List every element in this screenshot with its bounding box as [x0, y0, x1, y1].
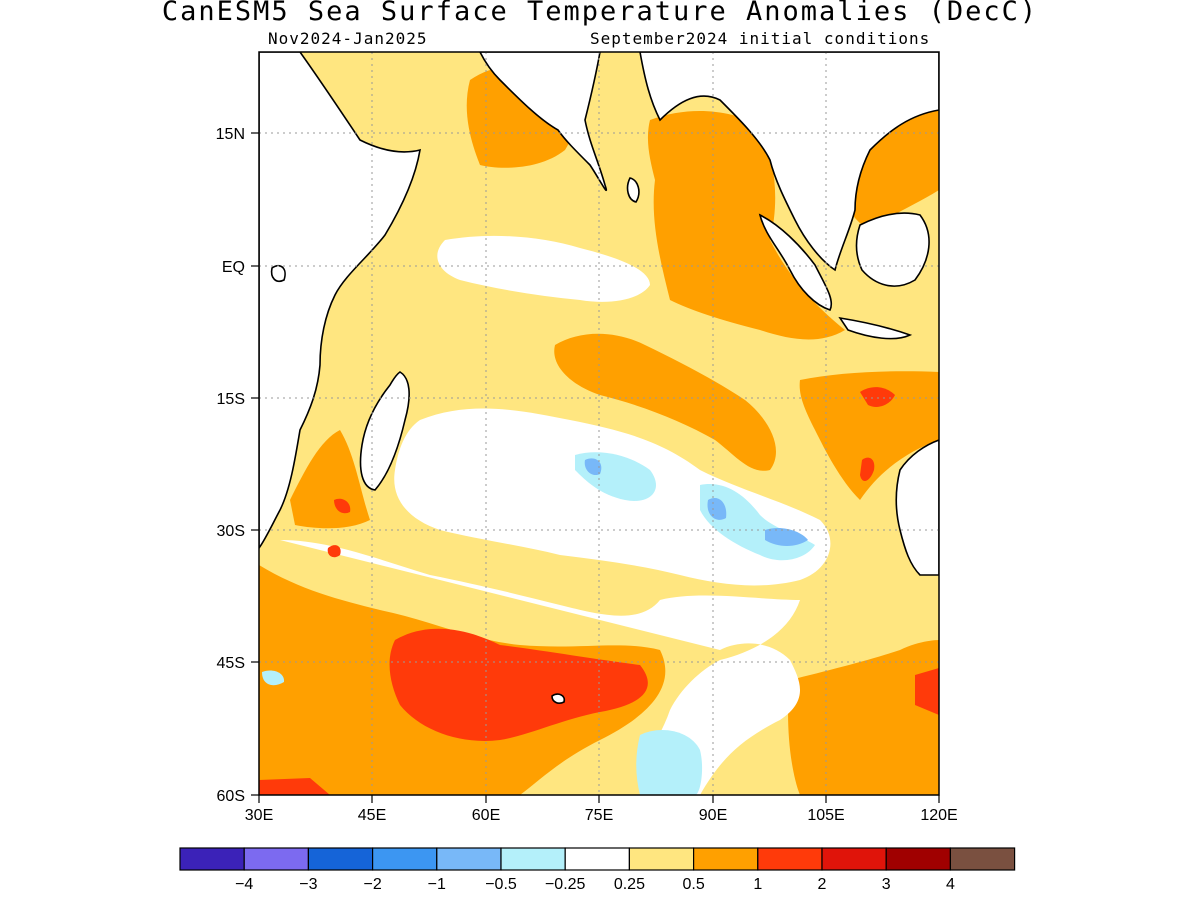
colorbar-swatch — [885, 847, 952, 871]
map-grid — [259, 52, 939, 795]
anomaly-region-blue-2 — [707, 498, 727, 520]
forecast-period: Nov2024-Jan2025 — [268, 29, 428, 48]
anomaly-region-blue-1 — [584, 458, 602, 476]
colorbar-label: −0.25 — [545, 876, 586, 893]
anomaly-region-light-blue-3 — [636, 730, 703, 795]
lat-tick-label: 60S — [217, 788, 245, 805]
map-title: CanESM5 Sea Surface Temperature Anomalie… — [161, 0, 1039, 27]
lat-tick-labels: 15N EQ 15S 30S 45S 60S — [216, 126, 245, 805]
colorbar-label: −0.5 — [485, 876, 517, 893]
anomaly-region-white-central — [394, 408, 831, 586]
colorbar-label: −3 — [299, 876, 317, 893]
anomaly-region-southern-red — [389, 628, 648, 741]
anomaly-region-mozambique — [290, 430, 370, 529]
lat-tick-label: 15S — [217, 391, 245, 408]
colorbar-swatch — [243, 847, 309, 871]
colorbar-swatch — [500, 847, 566, 871]
anomaly-region-southeast-tropics — [799, 371, 939, 500]
lon-tick-label: 45E — [358, 807, 386, 824]
colorbar-swatch — [436, 847, 502, 871]
colorbar-label: 0.25 — [614, 876, 645, 893]
colorbar-label: −4 — [235, 876, 253, 893]
anomaly-region-white-equatorial — [437, 235, 650, 302]
borneo-island — [855, 212, 930, 287]
initial-conditions: September2024 initial conditions — [590, 29, 931, 48]
kerguelen-island — [551, 693, 566, 704]
colorbar-label: −2 — [363, 876, 381, 893]
anomaly-region-central-tongue — [554, 333, 776, 471]
australia-landmass — [895, 439, 939, 576]
colorbar-swatch — [821, 847, 887, 871]
colorbar-swatch — [307, 847, 374, 871]
colorbar-label: 3 — [882, 876, 891, 893]
colorbar-label: 4 — [946, 876, 955, 893]
tick-marks — [251, 132, 940, 803]
lon-tick-label: 75E — [585, 807, 613, 824]
sri-lanka-island — [626, 177, 640, 203]
lon-tick-label: 120E — [920, 807, 957, 824]
anomaly-region-bay-of-bengal — [647, 110, 845, 340]
coastlines — [259, 52, 939, 704]
lon-tick-label: 105E — [807, 807, 844, 824]
colorbar-swatch — [692, 847, 759, 871]
colorbar-label: 1 — [753, 876, 762, 893]
lat-tick-label: 15N — [216, 126, 245, 143]
colorbar-swatch — [372, 847, 438, 871]
anomaly-region-southwest-red — [259, 778, 330, 795]
indochina-landmass — [639, 52, 939, 272]
anomaly-spot-red-1 — [860, 387, 895, 407]
colorbar-label: −1 — [428, 876, 446, 893]
colorbar-swatch — [564, 847, 631, 871]
colorbar-swatch — [179, 847, 245, 871]
lon-tick-label: 90E — [699, 807, 727, 824]
java-island — [838, 316, 913, 340]
comoros-island — [270, 264, 286, 283]
colorbar-label: 2 — [818, 876, 827, 893]
anomaly-spot-red-2 — [860, 457, 875, 482]
lon-tick-label: 60E — [472, 807, 500, 824]
lat-tick-label: 30S — [217, 523, 245, 540]
colorbar-swatch — [949, 847, 1016, 871]
colorbar-swatch — [757, 847, 823, 871]
lon-tick-label: 30E — [245, 807, 273, 824]
anomaly-region-light-blue-4 — [262, 670, 285, 686]
sumatra-island — [758, 213, 833, 311]
colorbar-swatch — [628, 847, 695, 871]
anomaly-region-blue-3 — [765, 528, 808, 546]
colorbar-label: 0.5 — [682, 876, 704, 893]
lon-tick-labels: 30E 45E 60E 75E 90E 105E 120E — [245, 807, 958, 824]
lat-tick-label: EQ — [222, 259, 245, 276]
anomaly-spot-red-3 — [327, 545, 341, 558]
lat-tick-label: 45S — [217, 655, 245, 672]
africa-landmass — [259, 52, 421, 550]
madagascar-island — [359, 371, 410, 491]
anomaly-region-southeast — [788, 640, 939, 795]
colorbar: −4 −3 −2 −1 −0.5 −0.25 0.25 0.5 1 2 3 4 — [179, 847, 1016, 893]
anomaly-region-east-red — [915, 668, 939, 715]
india-landmass — [479, 52, 608, 192]
anomaly-spot-red-4 — [334, 498, 351, 514]
